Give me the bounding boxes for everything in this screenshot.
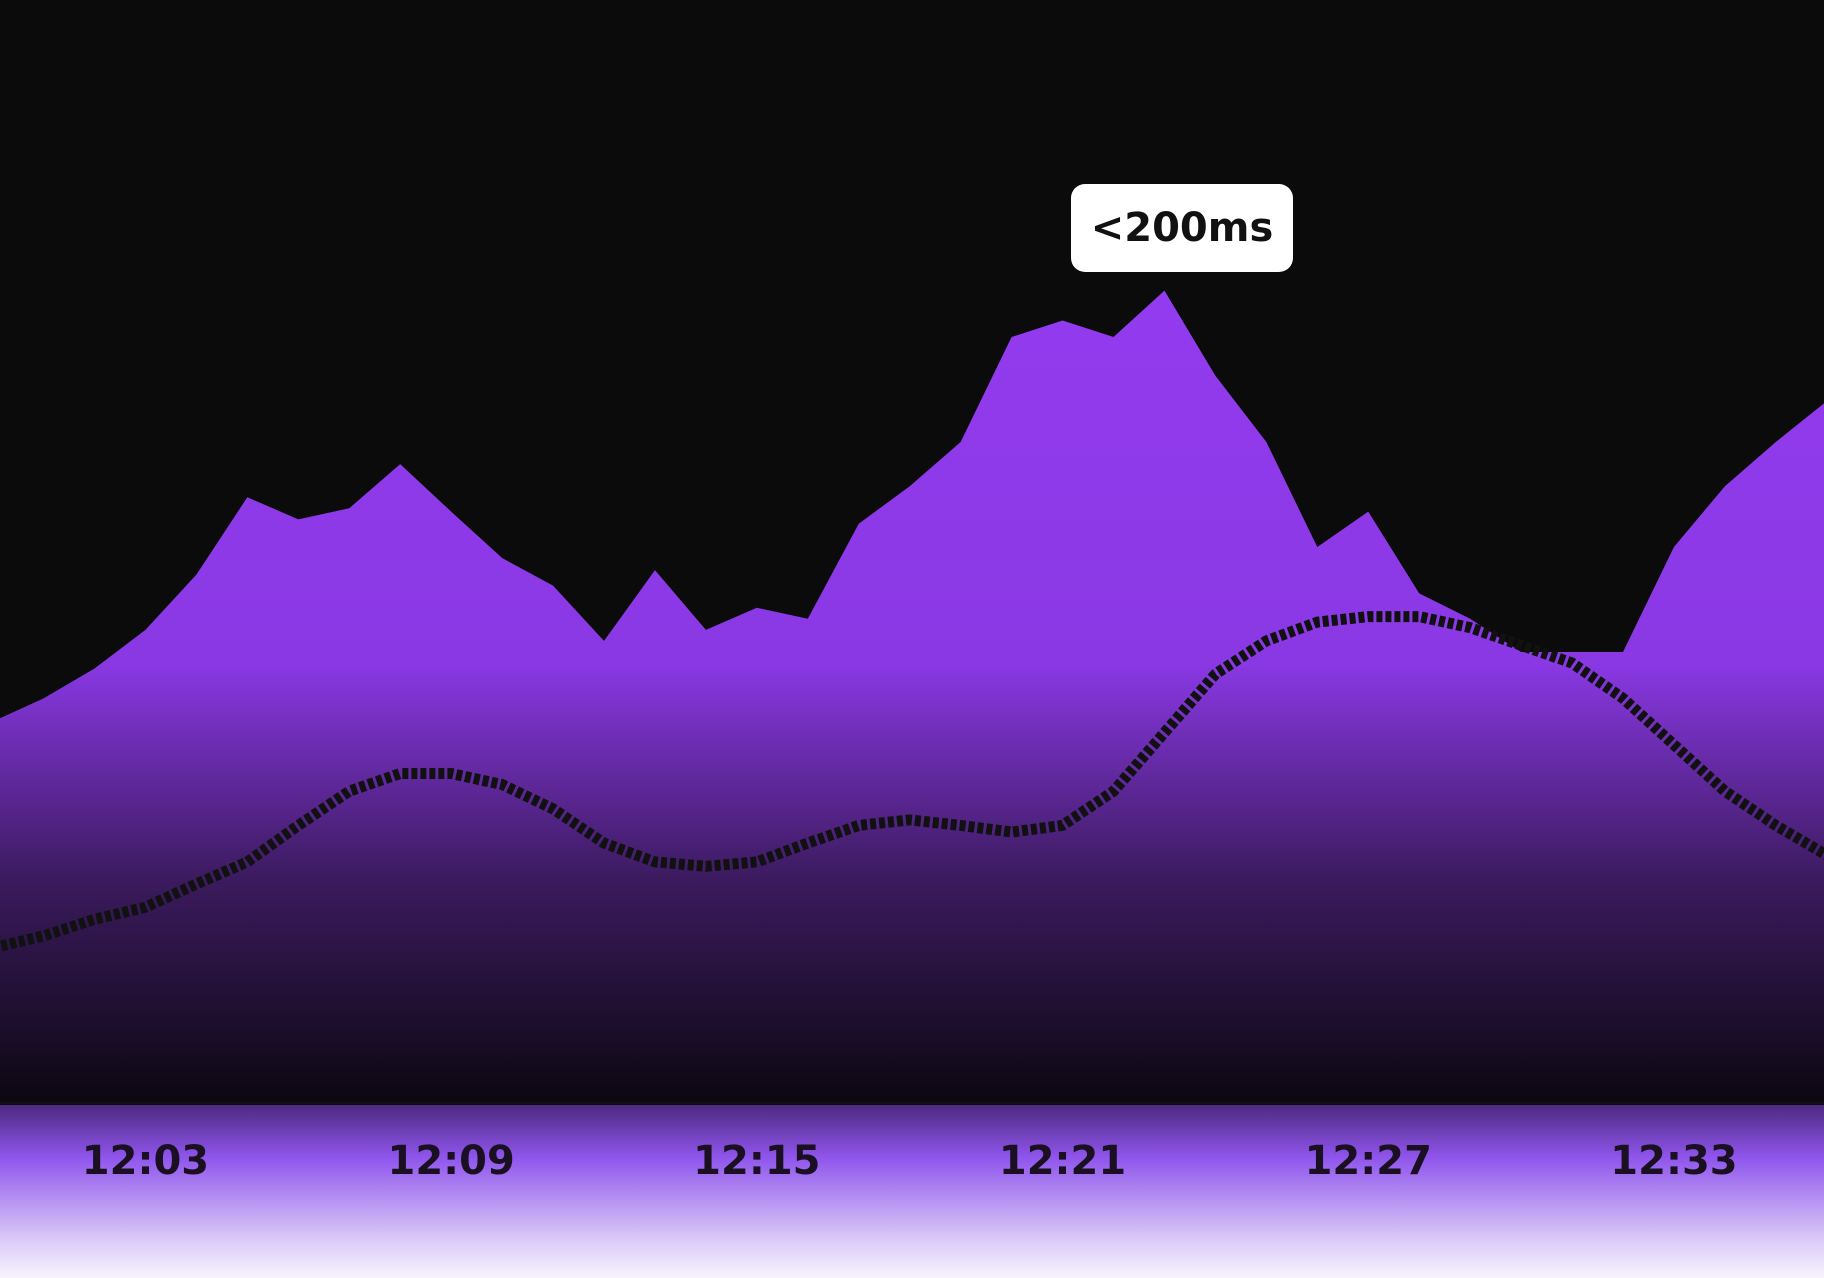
plot (0, 290, 1824, 1105)
line (0, 611, 1824, 952)
x-tick-label: 12:33 (1610, 1138, 1737, 1184)
x-tick-label: 12:09 (387, 1138, 514, 1184)
x-tick-label: 12:21 (999, 1138, 1126, 1184)
annotation-text: <200ms (1091, 205, 1274, 251)
x-tick-label: 12:03 (82, 1138, 209, 1184)
x-tick-label: 12:15 (693, 1138, 820, 1184)
annotation: <200ms (1071, 184, 1293, 272)
annotation-box (1071, 184, 1293, 272)
x-tick-label: 12:27 (1305, 1138, 1432, 1184)
area (0, 290, 1824, 1105)
